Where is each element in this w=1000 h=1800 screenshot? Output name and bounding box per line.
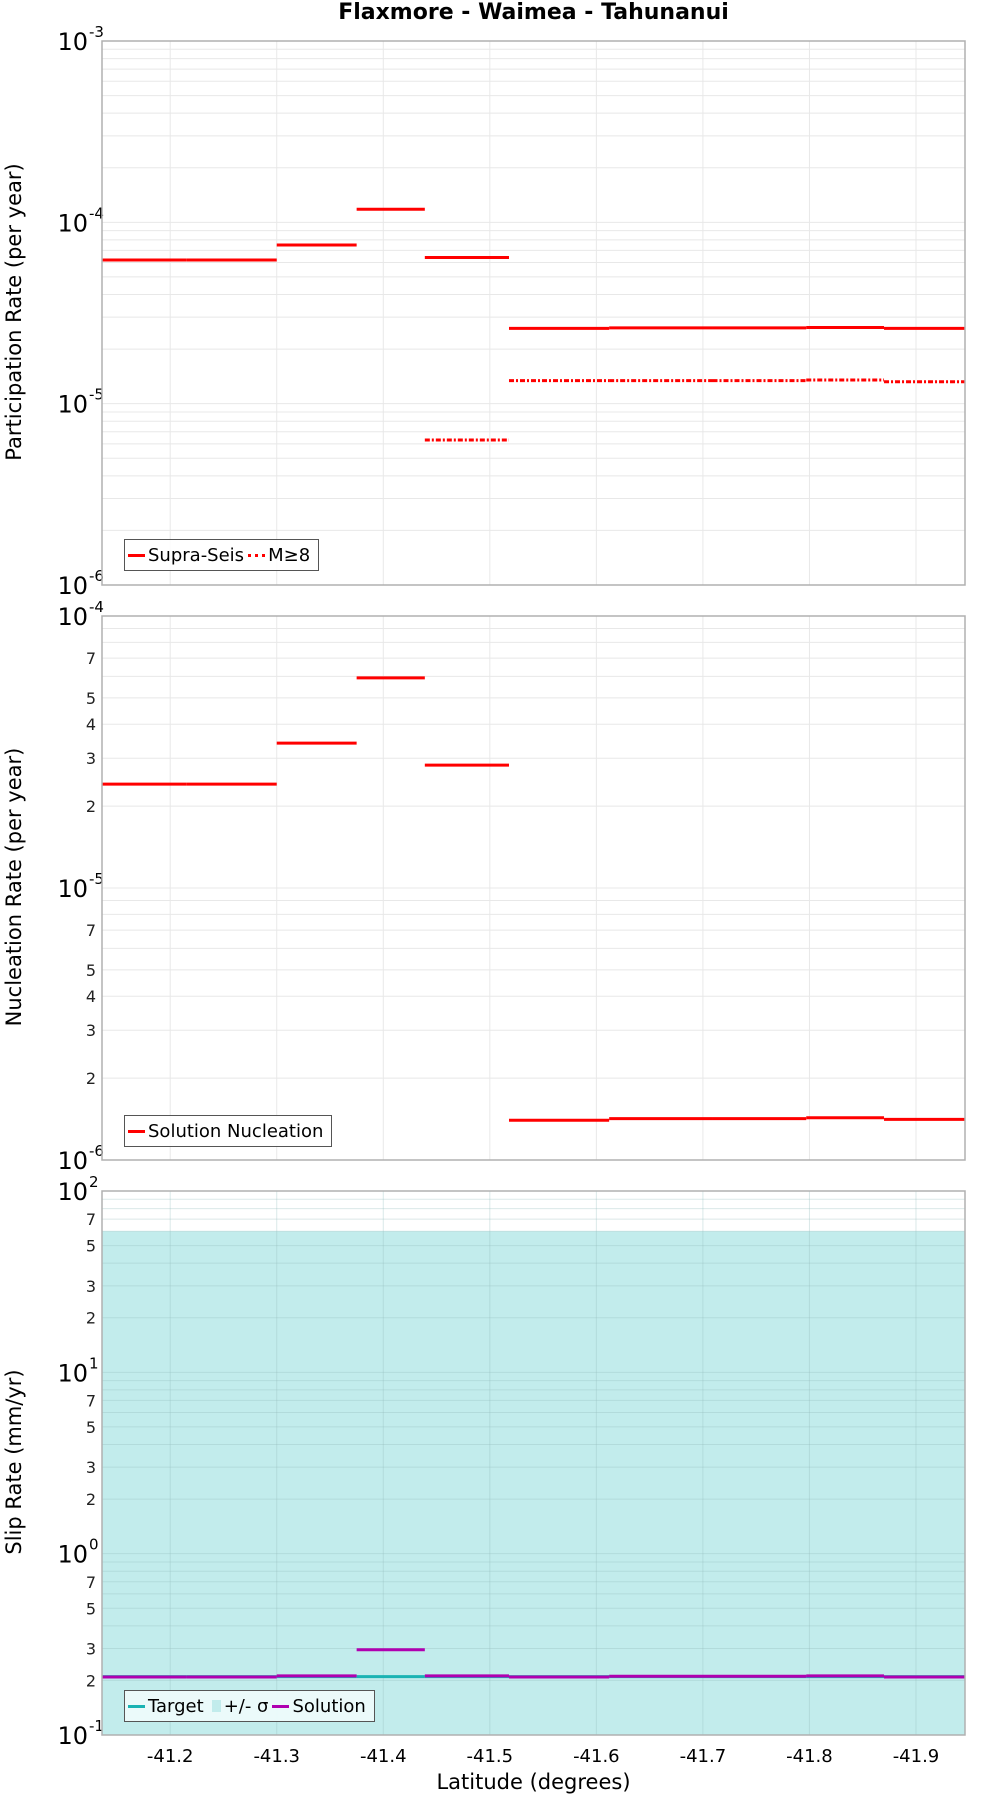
y-tick-label: 10: [57, 875, 88, 903]
y-tick-label: 10: [57, 391, 88, 419]
y-tick-label: 10: [57, 209, 88, 237]
legend-item-m8: M≥8: [248, 545, 310, 566]
y-minor-tick-label: 2: [86, 1671, 96, 1690]
y-minor-tick-label: 7: [86, 1210, 96, 1229]
y-minor-tick-label: 5: [86, 961, 96, 980]
legend-nucleation: Solution Nucleation: [124, 1115, 333, 1147]
legend-participation: Supra-Seis M≥8: [124, 539, 320, 571]
plot-frame: [101, 1190, 966, 1736]
grid-lines: [102, 1191, 965, 1736]
y-tick-exponent: -1: [89, 1717, 104, 1735]
legend-item-solution-nucleation: Solution Nucleation: [128, 1121, 323, 1142]
series-supra-seis: [102, 207, 965, 330]
grid-lines: [102, 616, 965, 1161]
y-minor-tick-label: 2: [86, 1490, 96, 1509]
y-minor-tick-label: 5: [86, 1237, 96, 1256]
legend-swatch-solid-line-icon: [128, 1129, 145, 1133]
legend-item-sigma: +/- σ: [208, 1696, 268, 1717]
y-minor-tick-label: 2: [86, 797, 96, 816]
y-tick-exponent: -4: [89, 204, 104, 222]
y-axis-label-participation: Participation Rate (per year): [2, 163, 26, 461]
legend-item-solution: Solution: [272, 1696, 366, 1717]
y-minor-tick-label: 7: [86, 1391, 96, 1410]
chart-title: Flaxmore - Waimea - Tahunanui: [338, 0, 729, 25]
y-minor-tick-label: 7: [86, 1573, 96, 1592]
legend-item-target: Target: [128, 1696, 204, 1717]
series-solution-nucleation: [102, 676, 965, 1122]
y-minor-tick-label: 3: [86, 1021, 96, 1040]
y-tick-label: 10: [57, 603, 88, 631]
x-tick-label: -41.4: [360, 1746, 407, 1767]
y-tick-exponent: -5: [89, 870, 104, 888]
y-tick-label: 10: [57, 1178, 88, 1206]
legend-swatch-target-line-icon: [128, 1704, 145, 1708]
y-minor-tick-label: 4: [86, 715, 96, 734]
legend-swatch-solid-line-icon: [128, 553, 145, 557]
y-tick-exponent: -6: [89, 1142, 104, 1160]
y-tick-exponent: 0: [89, 1536, 99, 1554]
y-minor-tick-label: 4: [86, 987, 96, 1006]
series-solution: [102, 1648, 965, 1679]
sigma-band: [102, 1231, 965, 1735]
legend-item-supra-seis: Supra-Seis: [128, 545, 244, 566]
y-minor-tick-label: 5: [86, 689, 96, 708]
y-axis-label-nucleation: Nucleation Rate (per year): [2, 747, 26, 1027]
y-tick-label: 10: [57, 1359, 88, 1387]
legend-swatch-dashdot-line-icon: [248, 553, 266, 557]
y-tick-label: 10: [57, 28, 88, 56]
panel-participation: 10-610-510-410-3: [57, 23, 966, 600]
y-tick-label: 10: [57, 1541, 88, 1569]
y-minor-tick-label: 7: [86, 921, 96, 940]
y-minor-tick-label: 3: [86, 749, 96, 768]
y-tick-exponent: -4: [89, 598, 104, 616]
y-tick-label: 10: [57, 1722, 88, 1750]
x-tick-label: -41.7: [680, 1746, 727, 1767]
y-tick-label: 10: [57, 1147, 88, 1175]
legend-slip: Target +/- σ Solution: [124, 1690, 375, 1722]
grid-lines: [102, 41, 965, 586]
x-tick-label: -41.2: [147, 1746, 194, 1767]
y-tick-exponent: -3: [89, 23, 104, 41]
x-tick-label: -41.8: [786, 1746, 833, 1767]
y-minor-tick-label: 2: [86, 1309, 96, 1328]
y-tick-exponent: 1: [89, 1354, 99, 1372]
x-tick-label: -41.3: [253, 1746, 300, 1767]
x-axis-ticks: -41.2 -41.3 -41.4 -41.5 -41.6 -41.7 -41.8 -41.9: [147, 1746, 939, 1767]
y-tick-exponent: -5: [89, 386, 104, 404]
plot-frame: [101, 40, 966, 586]
y-minor-tick-label: 3: [86, 1277, 96, 1296]
y-tick-exponent: 2: [89, 1173, 99, 1191]
x-tick-label: -41.5: [467, 1746, 514, 1767]
x-tick-label: -41.9: [893, 1746, 940, 1767]
y-minor-tick-label: 2: [86, 1069, 96, 1088]
y-minor-tick-label: 7: [86, 649, 96, 668]
y-minor-tick-label: 5: [86, 1418, 96, 1437]
plot-frame: [101, 615, 966, 1161]
x-tick-label: -41.6: [573, 1746, 620, 1767]
series-m-8: [424, 378, 965, 442]
y-axis-ticks: 10-610-510-410-3: [57, 23, 104, 600]
legend-swatch-band-icon: [211, 1700, 221, 1712]
y-minor-tick-label: 5: [86, 1599, 96, 1618]
y-tick-label: 10: [57, 572, 88, 600]
x-axis-label: Latitude (degrees): [436, 1770, 631, 1794]
y-tick-exponent: -6: [89, 567, 104, 585]
y-minor-tick-label: 3: [86, 1639, 96, 1658]
y-minor-tick-label: 3: [86, 1458, 96, 1477]
legend-swatch-solution-line-icon: [272, 1704, 290, 1708]
y-axis-label-slip: Slip Rate (mm/yr): [2, 1369, 26, 1555]
